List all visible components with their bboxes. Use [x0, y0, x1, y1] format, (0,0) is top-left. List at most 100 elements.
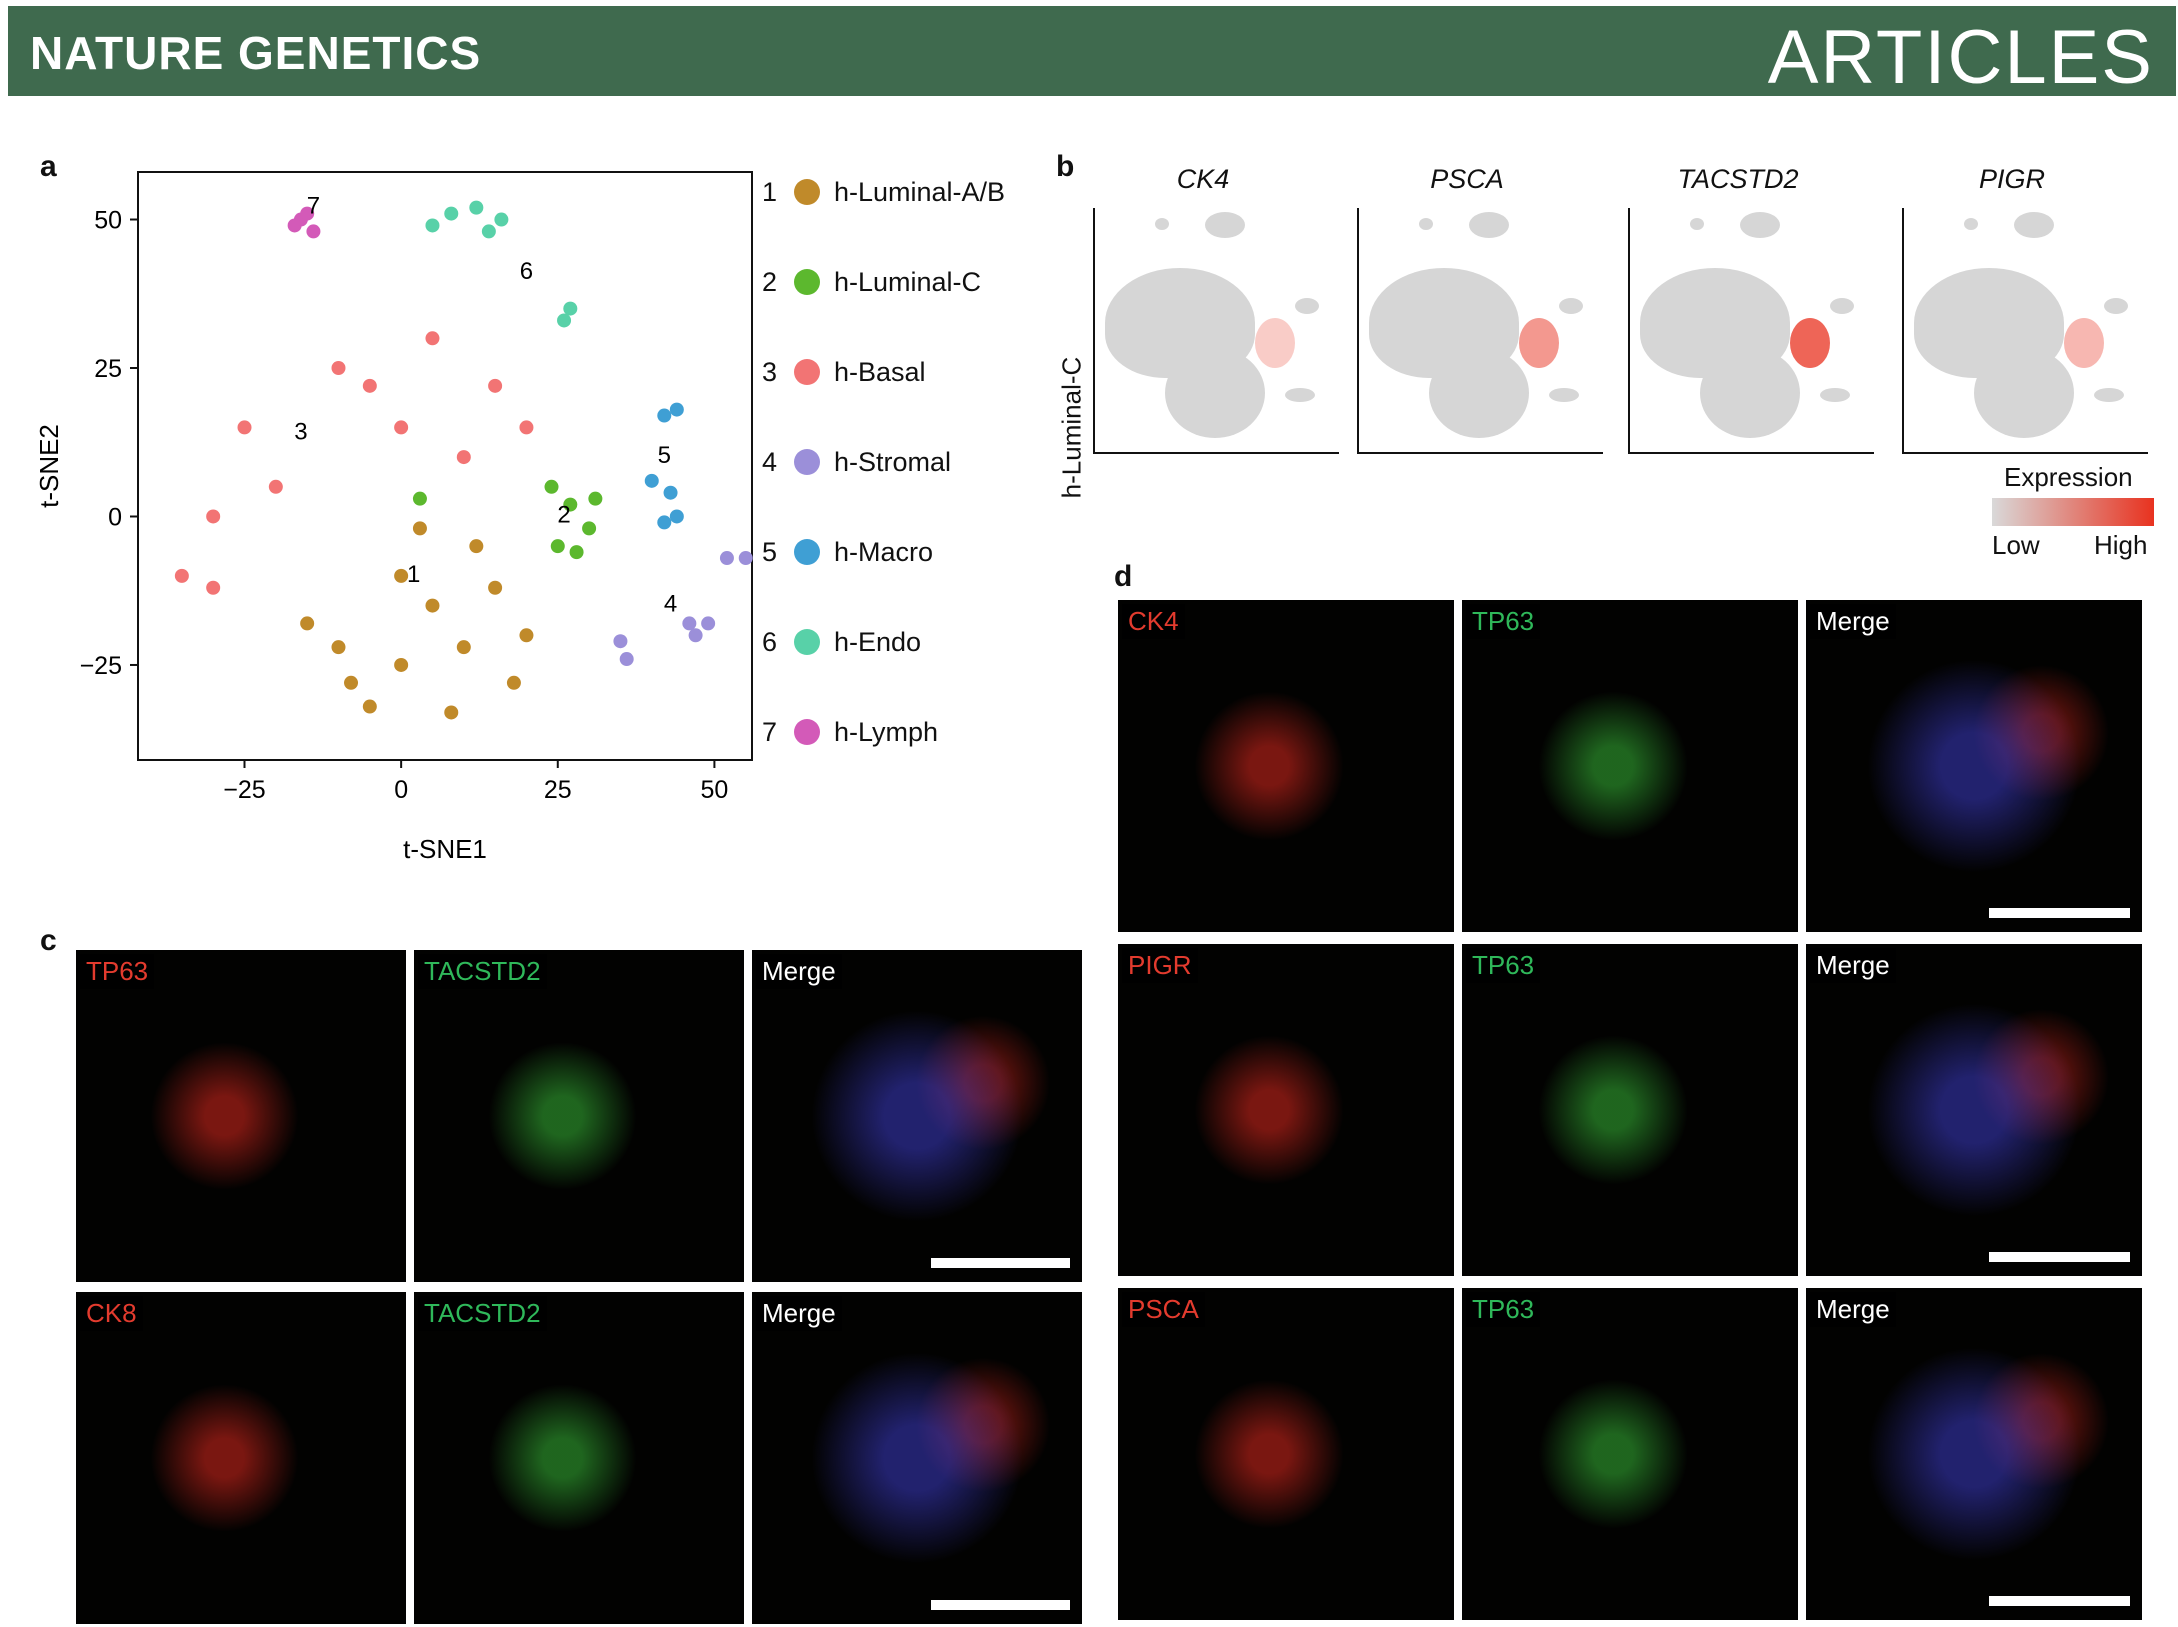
stain-label: Merge	[1810, 604, 1896, 639]
cluster-3-point	[456, 450, 471, 465]
cluster-1-point	[300, 616, 315, 631]
stromal-region	[1549, 388, 1579, 402]
cluster-7-point	[306, 224, 321, 239]
luminal-region	[1700, 348, 1800, 438]
panel-d-micrograph: Merge	[1806, 1288, 2142, 1620]
cluster-3-point	[362, 378, 377, 393]
cluster-1-point	[469, 539, 484, 554]
y-tick-label: 50	[94, 207, 122, 235]
macro-region	[2104, 298, 2128, 314]
cluster-number-label: 4	[664, 591, 677, 618]
cluster-3-point	[268, 479, 283, 494]
cluster-number-label: 6	[520, 258, 533, 285]
x-tick-label: 50	[701, 776, 729, 804]
cluster-1-point	[444, 705, 459, 720]
luminal-region	[1165, 348, 1265, 438]
lumc-region	[1255, 318, 1295, 368]
tsne-points	[174, 200, 753, 720]
cluster-6-point	[444, 206, 459, 221]
panel-c-micrograph: TACSTD2	[414, 1292, 744, 1624]
y-tick-label: −25	[80, 652, 122, 680]
legend-swatch	[794, 539, 820, 565]
panel-c-micrograph: TP63	[76, 950, 406, 1282]
stain-label: CK8	[80, 1296, 143, 1331]
y-axis-label: t-SNE2	[34, 424, 64, 508]
cluster-number-label: 7	[307, 193, 320, 220]
legend-swatch	[794, 269, 820, 295]
panel-c-micrograph: Merge	[752, 1292, 1082, 1624]
legend-label: h-Luminal-A/B	[834, 176, 1006, 207]
cluster-3-point	[206, 509, 221, 524]
cluster-4-point	[688, 628, 703, 643]
gene-title: PSCA	[1430, 164, 1504, 194]
cluster-labels: 1 2 3 4 5 6 7	[294, 193, 677, 618]
cluster-4-point	[682, 616, 697, 631]
x-tick-label: 0	[394, 776, 408, 804]
cluster-5-point	[669, 509, 684, 524]
stain-label: TP63	[1466, 1292, 1541, 1327]
stain-label: TP63	[1466, 604, 1541, 639]
cluster-2-point	[412, 491, 427, 506]
panel-c-micrograph: Merge	[752, 950, 1082, 1282]
x-axis-label: t-SNE1	[403, 834, 487, 864]
legend-label: h-Stromal	[834, 446, 952, 477]
macro-region	[1559, 298, 1583, 314]
legend-number: 7	[762, 716, 778, 747]
cluster-3-point	[237, 420, 252, 435]
cluster-6-point	[494, 212, 509, 227]
cluster-6-point	[425, 218, 440, 233]
gene-expression-plot	[1093, 208, 1339, 454]
y-ticks: −25 0 25 50	[80, 207, 138, 680]
cluster-2-point	[588, 491, 603, 506]
cluster-4-point	[701, 616, 716, 631]
cluster-1-point	[412, 521, 427, 536]
endo-region	[2014, 212, 2054, 238]
endo-region	[1205, 212, 1245, 238]
panel-d-micrograph: PIGR	[1118, 944, 1454, 1276]
cluster-3-point	[206, 580, 221, 595]
cluster-6-point	[469, 200, 484, 215]
cluster-4-point	[619, 652, 634, 667]
panel-b-letter: b	[1056, 150, 1075, 183]
cluster-5-point	[669, 402, 684, 417]
lymph-region	[1964, 218, 1978, 230]
scale-bar	[931, 1600, 1070, 1610]
cluster-7-point	[300, 206, 315, 221]
cluster-5-point	[657, 408, 672, 423]
cluster-number-label: 5	[658, 442, 671, 469]
lymph-region	[1155, 218, 1169, 230]
gene-expression-plot	[1357, 208, 1603, 454]
stain-label: Merge	[756, 954, 842, 989]
panel-d-micrograph: Merge	[1806, 600, 2142, 932]
legend-swatch	[794, 449, 820, 475]
journal-name: NATURE GENETICS	[30, 27, 482, 79]
legend-number: 4	[762, 446, 778, 477]
cluster-3-point	[488, 378, 503, 393]
colorbar-low-label: Low	[1992, 530, 2040, 560]
legend-label: h-Basal	[834, 356, 926, 387]
cluster-3-point	[174, 568, 189, 583]
legend-label: h-Lymph	[834, 716, 939, 747]
legend-number: 6	[762, 626, 778, 657]
scale-bar	[1988, 1252, 2130, 1262]
cluster-1-point	[425, 598, 440, 613]
cluster-4-point	[719, 551, 734, 566]
cluster-1-point	[519, 628, 534, 643]
plot-frame	[137, 171, 753, 761]
luminal-region	[1974, 348, 2074, 438]
x-ticks: −25 0 25 50	[223, 760, 728, 804]
panel-c-micrograph: TACSTD2	[414, 950, 744, 1282]
gene-expression-plot	[1902, 208, 2148, 454]
stromal-region	[1820, 388, 1850, 402]
macro-region	[1830, 298, 1854, 314]
legend-swatch	[794, 179, 820, 205]
scale-bar	[1988, 908, 2130, 918]
cluster-1-point	[506, 675, 521, 690]
stain-label: TP63	[80, 954, 155, 989]
legend-number: 3	[762, 356, 778, 387]
y-tick-label: 25	[94, 355, 122, 383]
scale-bar	[1988, 1596, 2130, 1606]
panel-d-micrograph: TP63	[1462, 944, 1798, 1276]
lumc-region	[2064, 318, 2104, 368]
cluster-2-point	[544, 479, 559, 494]
